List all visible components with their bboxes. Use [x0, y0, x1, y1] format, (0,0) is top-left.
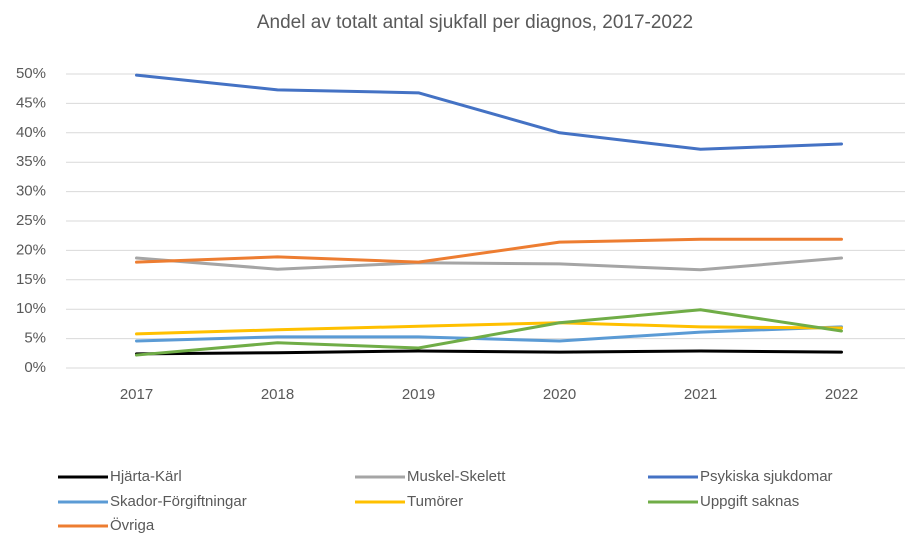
- y-tick-label: 40%: [16, 124, 46, 141]
- x-tick-label: 2019: [402, 386, 435, 403]
- x-tick-label: 2017: [120, 386, 153, 403]
- y-tick-label: 20%: [16, 241, 46, 258]
- y-tick-label: 25%: [16, 212, 46, 229]
- legend-label: Hjärta-Kärl: [110, 468, 182, 485]
- y-tick-label: 35%: [16, 153, 46, 170]
- y-tick-label: 50%: [16, 65, 46, 82]
- legend-label: Tumörer: [407, 493, 463, 510]
- y-tick-label: 10%: [16, 300, 46, 317]
- series-line: [135, 237, 843, 264]
- legend-label: Muskel-Skelett: [407, 468, 506, 485]
- y-tick-label: 5%: [24, 330, 46, 347]
- legend-label: Uppgift saknas: [700, 493, 799, 510]
- series-line: [135, 256, 843, 272]
- y-tick-label: 15%: [16, 271, 46, 288]
- x-tick-label: 2020: [543, 386, 576, 403]
- x-tick-label: 2018: [261, 386, 294, 403]
- x-tick-label: 2022: [825, 386, 858, 403]
- series-line: [135, 349, 843, 356]
- y-tick-label: 0%: [24, 359, 46, 376]
- x-tick-label: 2021: [684, 386, 717, 403]
- chart-title: Andel av totalt antal sjukfall per diagn…: [257, 12, 693, 33]
- series-line: [135, 308, 843, 357]
- legend-label: Skador-Förgiftningar: [110, 493, 247, 510]
- series-line: [135, 73, 843, 151]
- y-tick-label: 45%: [16, 94, 46, 111]
- y-tick-label: 30%: [16, 183, 46, 200]
- legend-label: Psykiska sjukdomar: [700, 468, 833, 485]
- series-line: [135, 325, 843, 343]
- series-line: [135, 321, 843, 336]
- legend-label: Övriga: [110, 516, 155, 534]
